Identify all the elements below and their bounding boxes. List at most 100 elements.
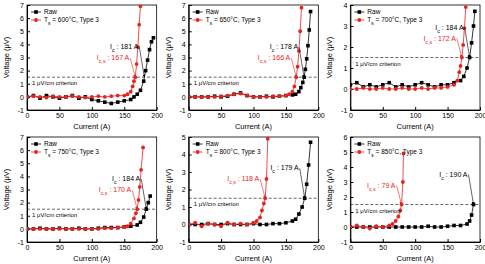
tick-label: 4 [182, 151, 186, 158]
tick-label: -1 [179, 107, 185, 114]
data-point [193, 95, 197, 99]
data-point [300, 6, 304, 10]
annotation-arrow [130, 58, 135, 77]
data-point [265, 223, 269, 227]
data-point [255, 219, 259, 223]
tick: 2 [20, 199, 30, 206]
annotation-arrow [141, 179, 146, 209]
tick: 0 [182, 221, 192, 228]
tick: 150 [442, 107, 454, 119]
legend-marker [357, 150, 361, 154]
tick: 1 [20, 212, 30, 219]
axis-line [28, 110, 158, 111]
legend: RawTs = 650°C, Type 3 [193, 8, 261, 26]
tick: 150 [281, 239, 293, 251]
text-part: : 181 A [115, 43, 139, 50]
data-point [291, 90, 295, 94]
tick-mark [189, 172, 192, 173]
tick: 0 [343, 224, 353, 231]
tick-mark [480, 107, 481, 110]
data-point [226, 94, 230, 98]
annotation-arrow [291, 58, 296, 77]
tick-mark [286, 239, 287, 242]
legend-marker [34, 18, 38, 22]
data-point [381, 86, 385, 90]
legend-item: Raw [31, 8, 57, 15]
tick-mark [221, 239, 222, 242]
data-point [278, 222, 282, 226]
data-point [70, 94, 74, 98]
y-axis: -101234567 [18, 2, 30, 114]
data-point [189, 223, 191, 227]
panel: 050100150200-101234567Current (A)Voltage… [164, 2, 325, 131]
data-point [129, 222, 133, 226]
annotation-arrow [260, 179, 265, 198]
tick-mark [318, 239, 319, 242]
data-point [135, 92, 139, 96]
data-point [139, 89, 143, 93]
data-point [400, 86, 404, 90]
criterion-label: 1 μV/cm criterion [355, 61, 400, 67]
data-point [38, 95, 42, 99]
text-part: = 750°C, Type 3 [50, 148, 99, 156]
data-point [355, 224, 359, 228]
data-point [361, 225, 365, 229]
panel: 050100150200-101234567Current (A)Voltage… [2, 134, 163, 263]
data-point [265, 95, 269, 99]
tick-mark [27, 150, 30, 151]
y-axis-title: Voltage (μV) [2, 168, 11, 210]
data-point [287, 92, 291, 96]
plot-area [350, 152, 480, 231]
data-point [258, 95, 262, 99]
data-point [291, 93, 295, 97]
tick-mark [27, 18, 30, 19]
legend-item: Ts = 750°C, Type 3 [31, 148, 99, 158]
annotation: Ic : 184 A [435, 24, 464, 34]
tick-label: 2 [343, 44, 347, 51]
data-point [84, 227, 88, 231]
data-point [465, 66, 469, 70]
data-point [64, 227, 68, 231]
tick-label: 150 [442, 112, 454, 119]
data-point [139, 5, 143, 8]
tick-label: 100 [248, 244, 260, 251]
tick-label: 1 [20, 212, 24, 219]
tick: 200 [313, 239, 325, 251]
tick-label: 150 [281, 112, 293, 119]
series-line [350, 154, 403, 229]
criterion-label: 1 μV/cm criterion [194, 80, 239, 86]
tick-label: 50 [56, 244, 64, 251]
data-point [245, 94, 249, 98]
tick-label: 0 [20, 94, 24, 101]
tick-label: 5 [343, 149, 347, 156]
data-point [51, 95, 55, 99]
data-point [146, 201, 150, 205]
axis-line [189, 110, 319, 111]
tick: 2 [343, 44, 353, 51]
data-point [252, 221, 256, 225]
text-part: : 178 A [274, 43, 298, 50]
text-part: : 79 A [376, 182, 396, 189]
x-axis: 050100150200 [349, 239, 485, 251]
x-axis-title: Current (A) [397, 122, 435, 131]
data-point [132, 79, 136, 83]
tick: 3 [20, 186, 30, 193]
tick-mark [480, 239, 481, 242]
data-point [387, 224, 391, 228]
tick-label: 200 [151, 244, 163, 251]
annotation-arrow [139, 47, 144, 77]
tick-mark [124, 239, 125, 242]
data-point [232, 223, 236, 227]
tick-label: 3 [182, 54, 186, 61]
axis-line [351, 110, 481, 111]
tick-label: 0 [26, 112, 30, 119]
data-point [297, 212, 301, 216]
data-point [131, 84, 135, 88]
data-point [116, 100, 120, 104]
tick-mark [189, 110, 192, 111]
annotation: Ic,s : 167 A [97, 54, 130, 64]
tick: -1 [179, 107, 191, 114]
data-point [446, 85, 450, 89]
series-line [189, 142, 311, 224]
data-point [45, 227, 49, 231]
